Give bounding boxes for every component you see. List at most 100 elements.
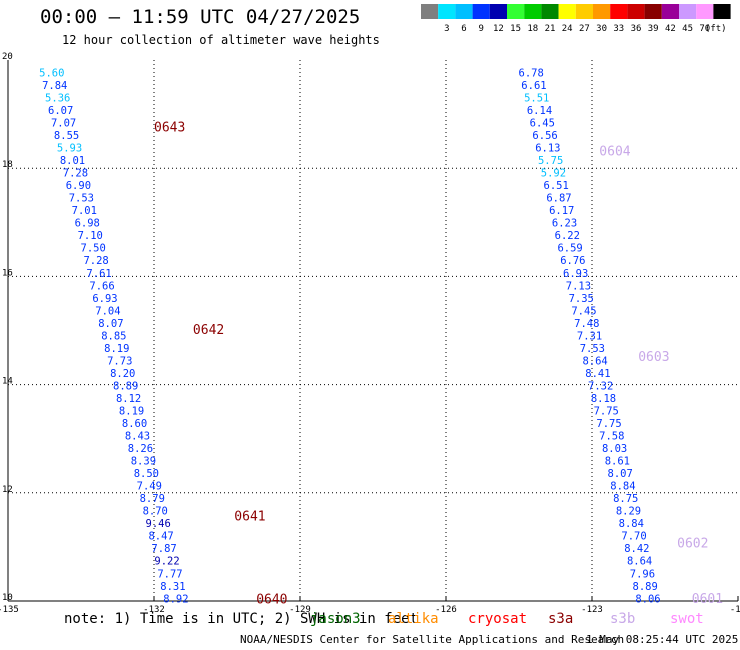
legend-swatch: [558, 4, 576, 19]
legend-label: 3: [444, 24, 449, 34]
wave-height-value: 8.01: [60, 155, 85, 167]
wave-height-value: 8.64: [627, 556, 652, 568]
legend-swatch: [713, 4, 731, 19]
legend-label: 18: [527, 24, 538, 34]
legend-label: 30: [596, 24, 607, 34]
wave-height-value: 8.41: [585, 368, 610, 380]
wave-height-value: 8.84: [610, 481, 635, 493]
wave-height-value: 5.51: [524, 92, 549, 104]
wave-height-value: 6.17: [549, 205, 574, 217]
wave-height-value: 7.28: [83, 255, 108, 267]
wave-height-value: 6.51: [544, 180, 569, 192]
wave-height-value: 7.61: [86, 268, 111, 280]
satellite-name-jason3: jason3: [310, 611, 361, 627]
wave-height-value: 6.93: [92, 293, 117, 305]
wave-height-value: 7.70: [621, 531, 646, 543]
footer-credit: NOAA/NESDIS Center for Satellite Applica…: [240, 633, 625, 646]
wave-height-value: 6.76: [560, 255, 585, 267]
satellite-name-swot: swot: [670, 611, 704, 627]
wave-height-value: 9.46: [146, 518, 171, 530]
legend-label: 42: [665, 24, 676, 34]
footer-timestamp: 1 May 08:25:44 UTC 2025: [586, 633, 739, 646]
wave-height-value: 8.12: [116, 393, 141, 405]
wave-height-value: 7.48: [574, 318, 599, 330]
legend-swatch: [489, 4, 507, 19]
wave-height-value: 8.89: [633, 581, 658, 593]
wave-height-value: 8.70: [143, 506, 168, 518]
wave-height-value: 8.19: [119, 405, 144, 417]
time-label: 0643: [154, 121, 185, 136]
wave-height-value: 7.53: [69, 193, 94, 205]
wave-height-value: 7.31: [577, 330, 602, 342]
legend-swatch: [644, 4, 662, 19]
wave-height-value: 8.55: [54, 130, 79, 142]
wave-height-value: 8.47: [148, 531, 173, 543]
wave-height-value: 8.20: [110, 368, 135, 380]
wave-height-value: 8.26: [128, 443, 153, 455]
wave-height-value: 7.58: [599, 431, 624, 443]
legend-label: 33: [613, 24, 624, 34]
wave-height-value: 8.75: [613, 493, 638, 505]
wave-height-value: 7.87: [151, 543, 176, 555]
legend-label: 24: [562, 24, 573, 34]
legend-swatch: [696, 4, 714, 19]
wave-height-value: 8.43: [125, 431, 150, 443]
chart-title: 00:00 – 11:59 UTC 04/27/2025: [40, 6, 361, 28]
wave-height-value: 6.22: [555, 230, 580, 242]
wave-height-value: 7.45: [571, 305, 596, 317]
color-legend: 3 6 9 12 15 18 21 24 27 30 33 36 39 42 45 70(ft): [421, 4, 731, 34]
wave-height-value: 6.61: [521, 80, 546, 92]
wave-height-value: 7.13: [566, 280, 591, 292]
legend-label: 21: [545, 24, 556, 34]
legend-swatch: [507, 4, 525, 19]
wave-height-value: 5.36: [45, 92, 70, 104]
wave-height-value: 7.84: [42, 80, 67, 92]
legend-label: 15: [510, 24, 521, 34]
legend-label: 70: [699, 24, 710, 34]
wave-height-value: 9.22: [154, 556, 179, 568]
wave-height-value: 7.96: [630, 568, 655, 580]
satellite-name-altika: altika: [388, 611, 439, 627]
legend-swatch: [472, 4, 490, 19]
wave-height-value: 6.78: [519, 67, 544, 79]
y-tick-label: 14: [2, 377, 13, 387]
x-tick-label: -135: [0, 605, 19, 615]
satellite-name-s3b: s3b: [610, 611, 636, 627]
x-tick-label: -123: [581, 605, 603, 615]
legend-label: 39: [648, 24, 659, 34]
wave-height-value: 6.98: [75, 218, 100, 230]
wave-height-value: 8.60: [122, 418, 147, 430]
y-tick-label: 16: [2, 268, 13, 278]
wave-height-value: 8.85: [101, 330, 126, 342]
time-label: 0601: [692, 592, 723, 607]
wave-height-value: 8.79: [140, 493, 165, 505]
legend-swatch: [627, 4, 645, 19]
legend-swatch: [541, 4, 559, 19]
wave-height-value: 7.28: [63, 168, 88, 180]
wave-height-value: 7.66: [89, 280, 114, 292]
wave-height-value: 8.07: [608, 468, 633, 480]
satellite-name-cryosat: cryosat: [468, 611, 528, 627]
wave-height-value: 8.50: [134, 468, 159, 480]
y-tick-label: 10: [2, 593, 13, 603]
wave-height-value: 7.75: [596, 418, 621, 430]
legend-label: 9: [478, 24, 483, 34]
wave-height-value: 5.92: [541, 168, 566, 180]
legend-label: 6: [461, 24, 466, 34]
chart-subtitle: 12 hour collection of altimeter wave hei…: [62, 33, 380, 47]
wave-height-value: 5.60: [39, 67, 64, 79]
y-tick-label: 18: [2, 160, 13, 170]
time-label: 0603: [638, 350, 669, 365]
wave-height-value: 7.77: [157, 568, 182, 580]
wave-height-value: 7.32: [588, 380, 613, 392]
wave-height-value: 8.31: [160, 581, 185, 593]
wave-height-value: 6.87: [546, 193, 571, 205]
y-tick-label: 20: [2, 52, 13, 62]
wave-height-value: 8.06: [635, 593, 660, 605]
wave-height-value: 6.93: [563, 268, 588, 280]
wave-height-value: 8.92: [163, 593, 188, 605]
time-label: 0641: [234, 510, 265, 525]
x-tick-label: -12: [730, 605, 740, 615]
legend-swatch: [455, 4, 473, 19]
